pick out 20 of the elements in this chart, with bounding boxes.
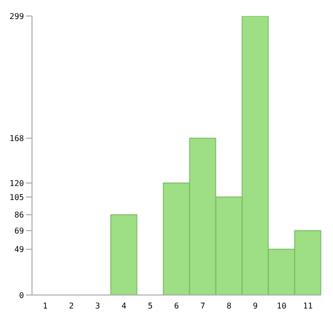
x-tick-label: 11: [303, 302, 313, 311]
bar: [110, 214, 138, 295]
x-tick-label: 2: [68, 302, 74, 311]
y-tick-label: 0: [19, 290, 24, 300]
y-tick-label: 69: [14, 226, 24, 236]
x-tick-label: 7: [200, 302, 206, 311]
y-tick-label: 299: [10, 12, 24, 21]
x-tick-label: 9: [252, 302, 258, 311]
x-tick-label: 1: [42, 302, 48, 311]
x-tick-label: 6: [174, 302, 180, 311]
y-tick-label: 120: [10, 178, 24, 188]
y-tick-label: 49: [14, 245, 24, 254]
x-tick-label: 4: [122, 302, 127, 311]
y-tick-label: 86: [14, 210, 24, 220]
y-tick-label: 168: [10, 134, 24, 144]
y-tick-label: 105: [10, 192, 24, 202]
x-tick-label: 5: [148, 302, 153, 311]
x-tick-label: 3: [95, 302, 100, 311]
x-tick-label: 8: [226, 302, 232, 311]
x-tick-label: 10: [276, 302, 287, 311]
